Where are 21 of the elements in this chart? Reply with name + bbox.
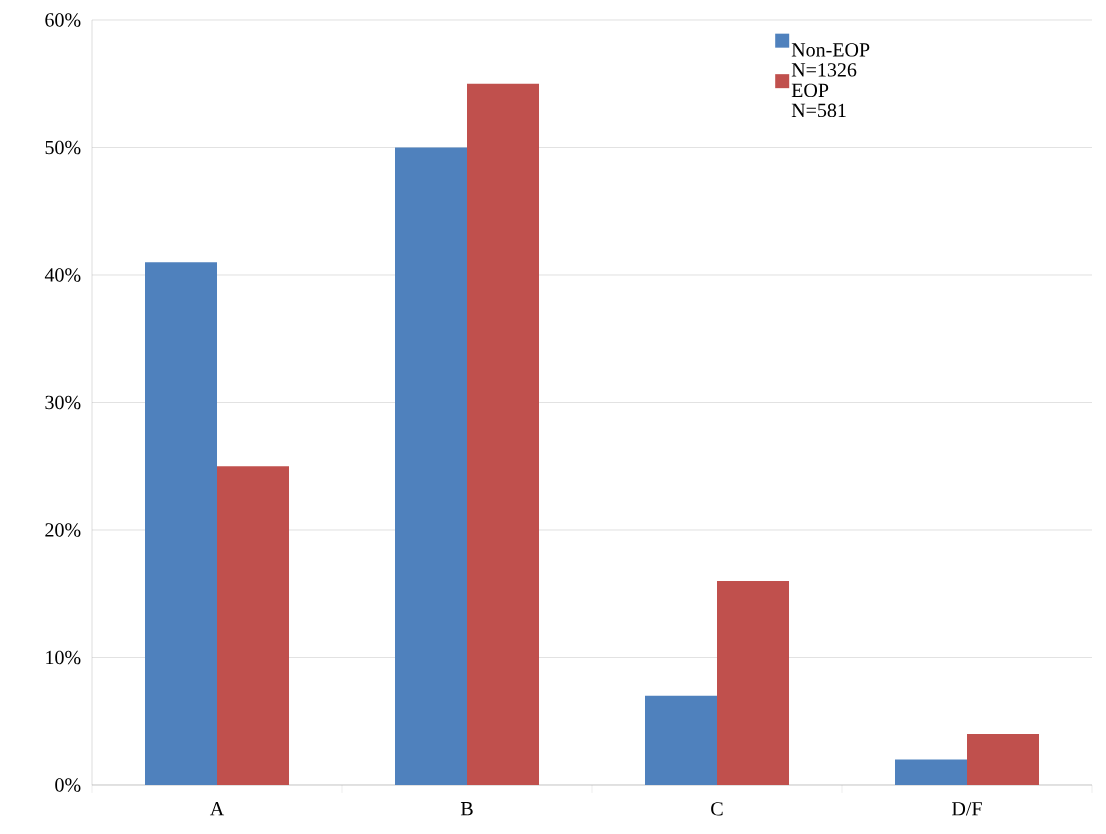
y-tick-label: 50% — [45, 140, 81, 155]
bar — [717, 580, 790, 785]
y-tick-label: 40% — [44, 268, 81, 282]
legend-label: Non-EOP N=1326 — [791, 43, 870, 77]
bar — [467, 83, 540, 785]
bar — [395, 147, 468, 785]
x-tick-label: D/F — [952, 802, 982, 816]
bar — [217, 466, 289, 785]
bar — [895, 759, 967, 785]
y-tick-label: 60% — [45, 13, 81, 27]
bar — [645, 695, 717, 785]
y-tick-label: 20% — [45, 523, 81, 537]
x-tick-label: C — [711, 802, 723, 816]
x-tick-label: A — [209, 802, 225, 816]
y-tick-label: 0% — [55, 778, 81, 792]
x-tick-label: B — [460, 802, 473, 816]
y-tick-label: 10% — [46, 650, 81, 665]
bar — [967, 733, 1039, 785]
y-tick-label: 30% — [45, 395, 81, 410]
legend-label: EOP N=581 — [791, 83, 846, 118]
bar — [145, 262, 218, 785]
